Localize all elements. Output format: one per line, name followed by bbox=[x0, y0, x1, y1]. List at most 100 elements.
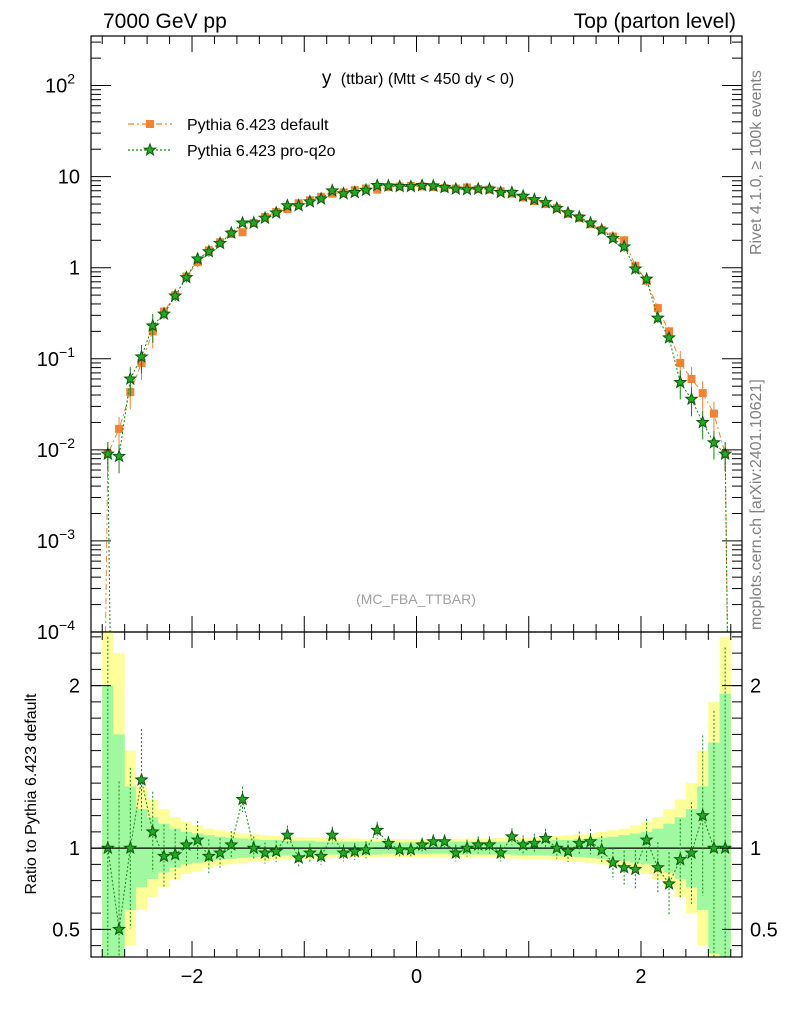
main-ytick-exponent: −4 bbox=[59, 617, 75, 633]
ratio-xtick-label: −2 bbox=[181, 966, 204, 988]
main-ytick-label: 10−3 bbox=[37, 526, 75, 553]
main-plot-title: y (ttbar) (Mtt < 450 dy < 0) bbox=[322, 68, 514, 89]
point-proq2o bbox=[628, 261, 643, 275]
point-proq2o bbox=[325, 183, 340, 197]
ratio-point bbox=[628, 861, 643, 876]
ratio-point bbox=[381, 835, 396, 850]
point-proq2o bbox=[224, 225, 239, 240]
point-proq2o bbox=[112, 448, 127, 463]
ratio-point bbox=[123, 840, 138, 855]
ratio-point bbox=[493, 845, 508, 860]
point-proq2o bbox=[269, 205, 284, 219]
ratio-plot-marks bbox=[100, 636, 733, 957]
ratio-point bbox=[448, 845, 463, 860]
point-proq2o bbox=[257, 210, 273, 225]
header-left: 7000 GeV pp bbox=[103, 10, 227, 33]
point-proq2o bbox=[538, 195, 553, 209]
ratio-point bbox=[560, 844, 576, 858]
point-proq2o bbox=[168, 288, 183, 302]
point-proq2o bbox=[706, 435, 721, 449]
main-ytick-exponent: −2 bbox=[59, 435, 75, 451]
ratio-ytick-label-right: 1 bbox=[750, 838, 761, 860]
ratio-point bbox=[168, 847, 183, 861]
point-proq2o bbox=[201, 244, 216, 258]
point-proq2o bbox=[347, 185, 362, 199]
main-ytick-label: 10−2 bbox=[37, 435, 75, 462]
ratio-point bbox=[179, 837, 194, 851]
point-proq2o bbox=[527, 192, 542, 206]
main-ytick-label: 10 bbox=[58, 167, 80, 189]
ratio-point bbox=[673, 852, 688, 866]
main-ytick-label: 1 bbox=[69, 258, 80, 280]
ratio-point bbox=[314, 848, 329, 863]
analysis-tag: (MC_FBA_TTBAR) bbox=[356, 591, 476, 607]
point-proq2o bbox=[235, 215, 250, 229]
main-ytick-label: 102 bbox=[45, 71, 75, 98]
ratio-point bbox=[112, 921, 127, 936]
main-ytick-base: 10 bbox=[37, 622, 59, 644]
point-proq2o bbox=[684, 391, 699, 406]
ratio-point bbox=[370, 822, 385, 837]
series-line-default bbox=[105, 185, 728, 633]
ratio-point bbox=[280, 827, 295, 842]
ratio-point bbox=[156, 848, 172, 863]
point-proq2o bbox=[605, 231, 620, 245]
ratio-point bbox=[706, 840, 721, 855]
main-ytick-base: 10 bbox=[58, 167, 80, 189]
point-proq2o bbox=[134, 349, 149, 363]
ratio-point bbox=[718, 840, 733, 855]
point-proq2o bbox=[246, 215, 261, 229]
ratio-point bbox=[695, 808, 710, 822]
main-ytick-base: 10 bbox=[37, 440, 59, 462]
point-proq2o bbox=[448, 181, 463, 196]
legend: Pythia 6.423 default Pythia 6.423 pro-q2… bbox=[128, 117, 336, 160]
header-right: Top (parton level) bbox=[574, 10, 736, 33]
ratio-point bbox=[235, 792, 250, 806]
point-proq2o bbox=[504, 185, 519, 199]
point-proq2o bbox=[695, 414, 710, 429]
main-ytick-label: 10−1 bbox=[37, 344, 75, 371]
point-proq2o bbox=[370, 178, 385, 192]
ratio-ytick-label-left: 0.5 bbox=[52, 919, 80, 941]
legend-proq2o-label: Pythia 6.423 pro-q2o bbox=[187, 143, 336, 160]
ratio-point bbox=[504, 829, 519, 843]
ratio-point bbox=[302, 845, 317, 860]
ratio-point bbox=[583, 834, 598, 848]
ratio-point bbox=[224, 837, 239, 851]
ratio-point bbox=[639, 832, 654, 847]
point-proq2o bbox=[459, 182, 475, 196]
rivet-version-label: Rivet 4.1.0, ≥ 100k events bbox=[748, 70, 765, 255]
point-proq2o bbox=[302, 194, 317, 208]
ratio-point bbox=[347, 843, 362, 858]
main-ytick-exponent: −3 bbox=[59, 526, 75, 542]
point-default bbox=[238, 228, 247, 237]
point-proq2o bbox=[560, 205, 576, 219]
ratio-point bbox=[437, 834, 452, 848]
point-proq2o bbox=[549, 200, 564, 215]
point-default bbox=[373, 185, 382, 194]
point-proq2o bbox=[583, 215, 598, 229]
point-proq2o bbox=[179, 270, 194, 284]
point-default bbox=[115, 424, 124, 433]
point-proq2o bbox=[673, 374, 688, 389]
point-proq2o bbox=[437, 180, 452, 194]
ratio-point bbox=[661, 876, 677, 890]
ratio-point bbox=[213, 845, 228, 860]
ratio-axis-ticks: 0.5 0.5 1 1 2 2 −2 0 2 bbox=[52, 632, 778, 988]
ratio-point bbox=[291, 850, 306, 864]
legend-default-label: Pythia 6.423 default bbox=[187, 117, 329, 134]
point-proq2o bbox=[280, 198, 295, 212]
point-default bbox=[709, 409, 718, 418]
point-proq2o bbox=[572, 209, 587, 224]
ratio-band-outer bbox=[102, 632, 731, 957]
ratio-point bbox=[459, 840, 475, 855]
point-proq2o bbox=[336, 186, 351, 200]
ratio-band-inner bbox=[102, 685, 731, 957]
ratio-point bbox=[269, 844, 284, 858]
point-proq2o bbox=[718, 446, 733, 461]
ratio-point bbox=[684, 845, 699, 860]
point-proq2o bbox=[213, 236, 228, 250]
ratio-point bbox=[516, 837, 531, 851]
point-proq2o bbox=[639, 271, 654, 286]
